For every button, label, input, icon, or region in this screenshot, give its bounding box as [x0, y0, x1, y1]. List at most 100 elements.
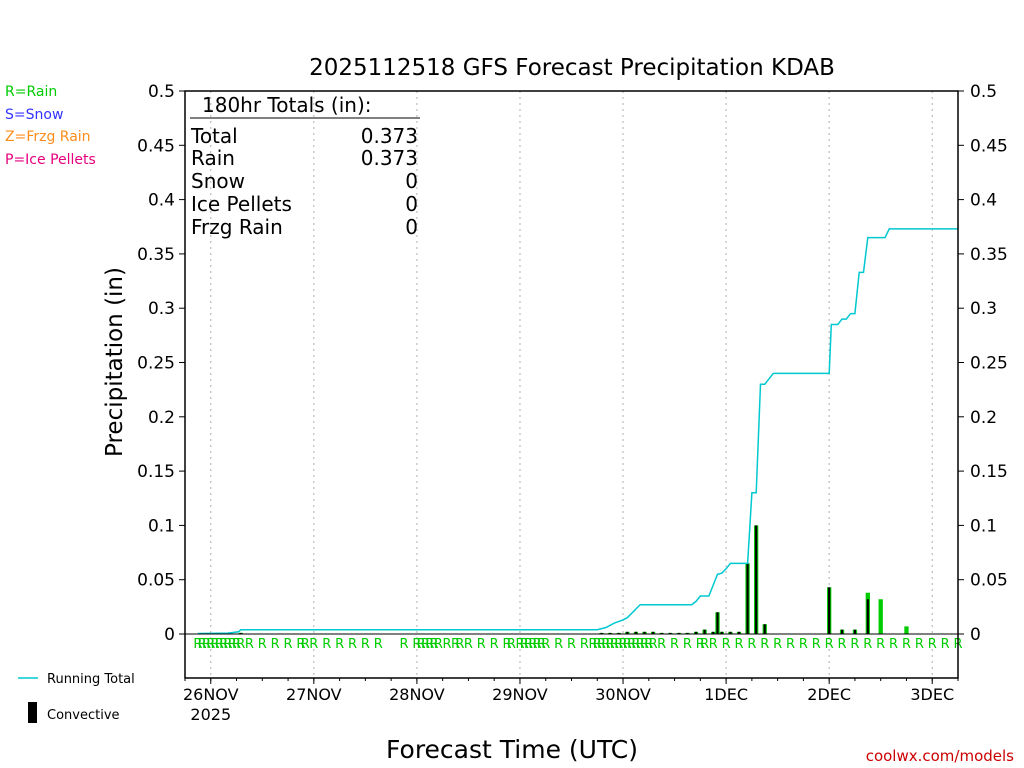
precip-bar [904, 626, 909, 634]
precip-type-marker: R [503, 637, 512, 652]
precip-type-marker: R [232, 637, 241, 652]
y-tick-label-left: 0.1 [148, 516, 175, 536]
legend-convective-swatch [28, 702, 37, 723]
precip-type-marker: R [601, 637, 610, 652]
y-tick-label-left: 0.05 [137, 571, 175, 591]
totals-label-ice-pellets: Ice Pellets [191, 192, 292, 216]
legend-snow: S=Snow [5, 107, 63, 123]
precip-type-marker: R [228, 637, 237, 652]
convective-bar [763, 624, 766, 634]
precip-type-marker: R [507, 637, 516, 652]
precip-type-marker: R [554, 637, 563, 652]
convective-bar [626, 631, 629, 634]
precip-type-marker: R [206, 637, 215, 652]
precip-type-marker: R [799, 637, 808, 652]
precip-type-marker: R [335, 637, 344, 652]
y-tick-label-left: 0.15 [137, 462, 175, 482]
precip-bars [238, 525, 909, 634]
convective-bar [669, 632, 672, 634]
precip-type-marker: R [915, 637, 924, 652]
precip-type-marker: R [786, 637, 795, 652]
convective-bar [634, 631, 637, 634]
precip-type-marker: R [734, 637, 743, 652]
precip-type-marker: R [619, 637, 628, 652]
x-tick-sublabel: 2025 [190, 705, 231, 724]
precip-type-marker: R [850, 637, 859, 652]
convective-bar [617, 632, 620, 634]
precip-type-marker: R [825, 637, 834, 652]
y-axis-ticks: 0 00.05 0.050.1 0.10.15 0.150.2 0.20.25 0.250.… [137, 82, 1008, 645]
precip-type-marker: R [417, 637, 426, 652]
convective-bar [828, 587, 831, 634]
totals-label-snow: Snow [191, 169, 245, 193]
precip-type-marker: R [541, 637, 550, 652]
precip-type-marker: R [657, 637, 666, 652]
convective-bar [755, 525, 758, 634]
precip-type-marker: R [258, 637, 267, 652]
precip-type-marker: R [425, 637, 434, 652]
y-tick-label-left: 0.25 [137, 354, 175, 374]
convective-bar [686, 632, 689, 634]
legend-rain: R=Rain [5, 84, 57, 100]
precip-type-marker: R [610, 637, 619, 652]
precip-bar [878, 599, 883, 634]
y-tick-label-right: 0.5 [970, 82, 997, 102]
totals-value-ice-pellets: 0 [405, 192, 418, 216]
precip-type-marker: R [623, 637, 632, 652]
credit-text: coolwx.com/models [866, 747, 1014, 765]
precip-type-marker: R [700, 637, 709, 652]
precip-type-marker: R [215, 637, 224, 652]
y-tick-label-right: 0.05 [970, 571, 1008, 591]
y-tick-label-right: 0.45 [970, 136, 1008, 156]
convective-bar [239, 632, 242, 634]
precip-type-marker: R [374, 637, 383, 652]
precip-type-marker: R [567, 637, 576, 652]
precip-type-marker: R [928, 637, 937, 652]
precip-type-marker: R [451, 637, 460, 652]
precip-type-marker: R [644, 637, 653, 652]
convective-bar [703, 629, 706, 634]
y-tick-label-left: 0.45 [137, 136, 175, 156]
precip-type-marker: R [430, 637, 439, 652]
plot-frame [184, 90, 959, 679]
convective-bar [712, 631, 715, 634]
x-tick-label: 27NOV [286, 685, 342, 704]
precip-type-marker: R [649, 637, 658, 652]
precip-type-marker: R [627, 637, 636, 652]
y-tick-label-left: 0.3 [148, 299, 175, 319]
precip-type-marker: R [219, 637, 228, 652]
y-tick-label-right: 0.35 [970, 245, 1008, 265]
precip-type-marker: R [722, 637, 731, 652]
precip-type-marker: R [211, 637, 220, 652]
precip-type-marker: R [193, 637, 202, 652]
precip-type-marker: R [455, 637, 464, 652]
precip-type-marker: R [202, 637, 211, 652]
convective-bar [746, 563, 749, 634]
precip-type-marker: R [301, 637, 310, 652]
running-total-polyline [197, 228, 958, 635]
precip-type-marker: R [309, 637, 318, 652]
x-tick-label: 30NOV [595, 685, 651, 704]
x-tick-label: 3DEC [910, 685, 954, 704]
x-axis-label: Forecast Time (UTC) [386, 735, 638, 764]
convective-bar [729, 631, 732, 634]
precip-type-marker: R [524, 637, 533, 652]
precip-type-marker: R [747, 637, 756, 652]
precip-type-marker: R [941, 637, 950, 652]
precip-type-marker: R [284, 637, 293, 652]
precip-type-marker: R [236, 637, 245, 652]
legend-running-total: Running Total [47, 672, 135, 687]
totals-label-rain: Rain [191, 146, 235, 170]
precip-type-marker: R [399, 637, 408, 652]
legend-freezing-rain: Z=Frzg Rain [5, 129, 91, 145]
precip-type-marker: R [198, 637, 207, 652]
x-tick-label: 29NOV [492, 685, 548, 704]
x-tick-label: 28NOV [389, 685, 445, 704]
x-tick-label: 26NOV [183, 685, 239, 704]
precip-type-marker: R [683, 637, 692, 652]
x-tick-label: 2DEC [807, 685, 851, 704]
convective-bar [694, 631, 698, 634]
convective-bar [609, 632, 612, 634]
